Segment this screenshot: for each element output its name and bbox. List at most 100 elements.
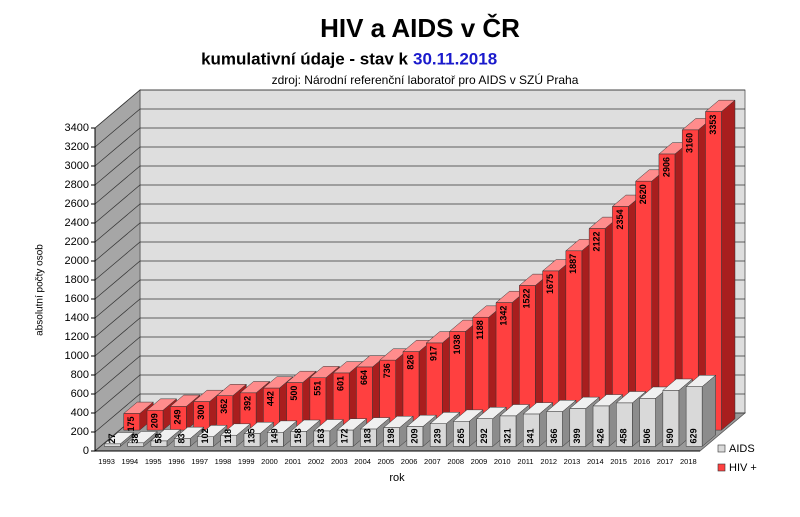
- value-label: 2122: [592, 232, 602, 252]
- y-tick-label: 1600: [65, 293, 89, 305]
- value-label: 392: [242, 396, 252, 411]
- bar-front: [685, 386, 703, 447]
- x-tick-label: 2017: [657, 457, 674, 466]
- value-label: 1675: [545, 274, 555, 294]
- value-label: 426: [595, 428, 605, 443]
- grid-line: [94, 203, 745, 243]
- value-label: 506: [642, 428, 652, 443]
- value-label: 551: [312, 381, 322, 396]
- value-label: 118: [223, 429, 233, 444]
- bar-front: [313, 430, 331, 447]
- value-label: 183: [363, 428, 373, 443]
- bar: [406, 414, 438, 447]
- y-tick-label: 2400: [65, 217, 89, 229]
- y-tick-label: 2600: [65, 198, 89, 210]
- bar: [382, 415, 414, 447]
- value-label: 458: [619, 428, 629, 443]
- bar-front: [639, 398, 656, 447]
- bar-front: [569, 408, 587, 447]
- y-tick-label: 2200: [65, 236, 89, 248]
- bar-front: [104, 443, 121, 447]
- x-tick-label: 2018: [680, 457, 697, 466]
- x-tick-label: 1994: [122, 457, 139, 466]
- x-tick-label: 2005: [378, 457, 395, 466]
- legend-swatch: [717, 463, 726, 472]
- source-note: zdroj: Národní referenční laboratoř pro …: [272, 72, 579, 87]
- value-label: 2620: [638, 184, 648, 204]
- bar-front: [243, 433, 261, 447]
- x-tick-label: 1997: [191, 457, 208, 466]
- value-label: 917: [429, 346, 439, 361]
- y-axis-title: absolutní počty osob: [35, 244, 46, 336]
- y-tick-label: 1000: [65, 350, 89, 362]
- x-tick-label: 2001: [284, 457, 301, 466]
- bar-front: [662, 390, 680, 447]
- bar: [685, 374, 717, 447]
- bar: [173, 426, 205, 447]
- y-tick-label: 2800: [65, 179, 89, 191]
- bar-front: [197, 436, 214, 447]
- bar: [150, 428, 182, 447]
- bar-front: [173, 438, 191, 447]
- grid-line: [94, 241, 745, 281]
- chart-title: HIV a AIDS v ČR: [320, 13, 520, 43]
- y-tick-label: 2000: [65, 255, 89, 267]
- value-label: 3353: [708, 115, 718, 135]
- x-tick-label: 1993: [98, 457, 115, 466]
- bar-front: [336, 429, 354, 447]
- value-label: 102: [200, 428, 210, 443]
- value-label: 135: [246, 428, 256, 443]
- bar-front: [592, 405, 610, 447]
- bar-front: [267, 432, 284, 447]
- bar: [704, 99, 736, 431]
- x-tick-label: 2012: [540, 457, 557, 466]
- value-label: 500: [289, 386, 299, 401]
- bar-front: [522, 413, 540, 447]
- y-tick-label: 1200: [65, 331, 89, 343]
- x-tick-label: 2013: [564, 457, 581, 466]
- y-tick-label: 1400: [65, 312, 89, 324]
- value-label: 209: [149, 413, 159, 428]
- value-label: 664: [359, 370, 369, 385]
- value-label: 1038: [452, 334, 462, 354]
- value-label: 1887: [568, 254, 578, 274]
- bar-front: [616, 402, 633, 447]
- value-label: 209: [409, 428, 419, 443]
- x-tick-label: 1999: [238, 457, 255, 466]
- value-label: 366: [549, 428, 559, 443]
- value-label: 399: [572, 428, 582, 443]
- value-label: 362: [219, 399, 229, 414]
- x-tick-label: 2000: [261, 457, 278, 466]
- grid-line: [94, 260, 745, 300]
- x-tick-label: 2016: [633, 457, 650, 466]
- bar: [243, 421, 275, 447]
- bar: [359, 417, 391, 447]
- value-label: 149: [270, 428, 280, 443]
- bar: [336, 418, 368, 447]
- bar-side: [701, 374, 716, 447]
- x-tick-label: 1998: [215, 457, 232, 466]
- bar-front: [476, 418, 493, 447]
- value-label: 239: [433, 428, 443, 443]
- value-label: 2354: [615, 209, 625, 229]
- x-tick-label: 2006: [401, 457, 418, 466]
- x-axis-title: rok: [389, 472, 405, 484]
- bar-front: [150, 440, 168, 447]
- x-tick-label: 2002: [308, 457, 325, 466]
- y-tick-label: 200: [71, 426, 89, 438]
- y-tick-label: 600: [71, 388, 89, 400]
- bar-front: [146, 409, 164, 431]
- value-label: 321: [502, 428, 512, 443]
- bar-front: [360, 428, 377, 447]
- value-label: 163: [316, 428, 326, 443]
- bar-side: [721, 99, 736, 431]
- y-tick-label: 400: [71, 407, 89, 419]
- grid-line: [94, 89, 745, 129]
- bar-front: [220, 434, 237, 447]
- value-label: 292: [479, 428, 489, 443]
- value-label: 83: [177, 433, 187, 443]
- grid-line: [94, 222, 745, 262]
- x-tick-label: 1996: [168, 457, 185, 466]
- value-label: 58: [153, 433, 163, 443]
